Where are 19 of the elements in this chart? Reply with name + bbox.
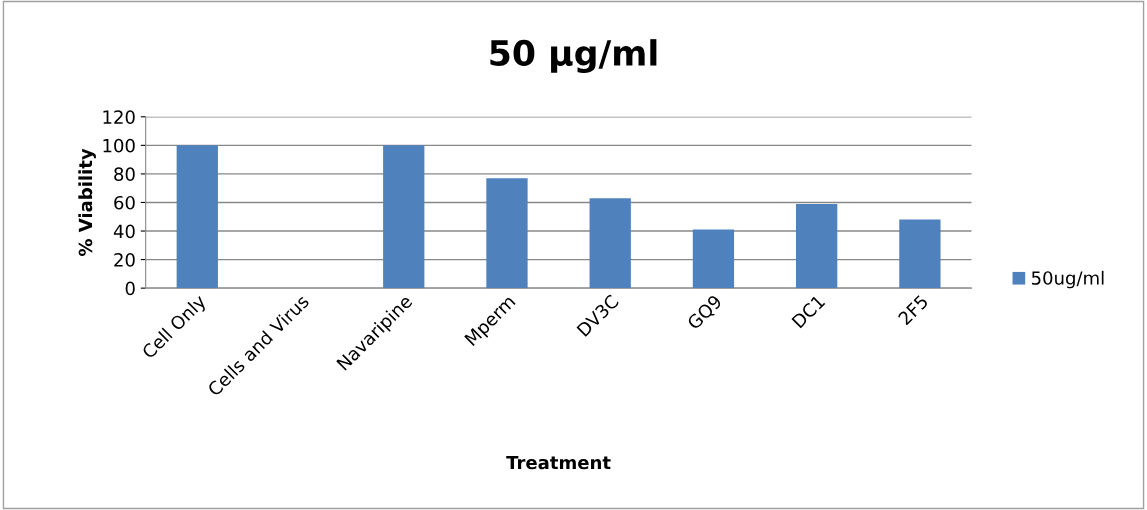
- y-tick-label: 40: [113, 224, 135, 239]
- bar: [899, 219, 941, 289]
- bar: [486, 178, 528, 289]
- x-axis-title: Treatment: [506, 455, 611, 470]
- bar: [796, 203, 838, 289]
- bar: [589, 198, 631, 289]
- y-axis-title: % Viability: [78, 148, 96, 257]
- y-tick-label: 60: [114, 195, 135, 210]
- bar: [692, 229, 735, 289]
- y-tick-label: 80: [114, 167, 135, 182]
- chart-title: 50 µg/ml: [490, 39, 657, 74]
- legend-label: 50ug/ml: [1031, 270, 1104, 289]
- y-tick-label: 100: [103, 138, 135, 153]
- y-tick-label: 20: [114, 253, 135, 267]
- y-tick-label: 0: [125, 281, 135, 296]
- y-tick-label: 120: [103, 110, 135, 124]
- x-tick-label: 2F5: [897, 294, 929, 326]
- bar: [176, 145, 218, 289]
- bar: [383, 145, 425, 289]
